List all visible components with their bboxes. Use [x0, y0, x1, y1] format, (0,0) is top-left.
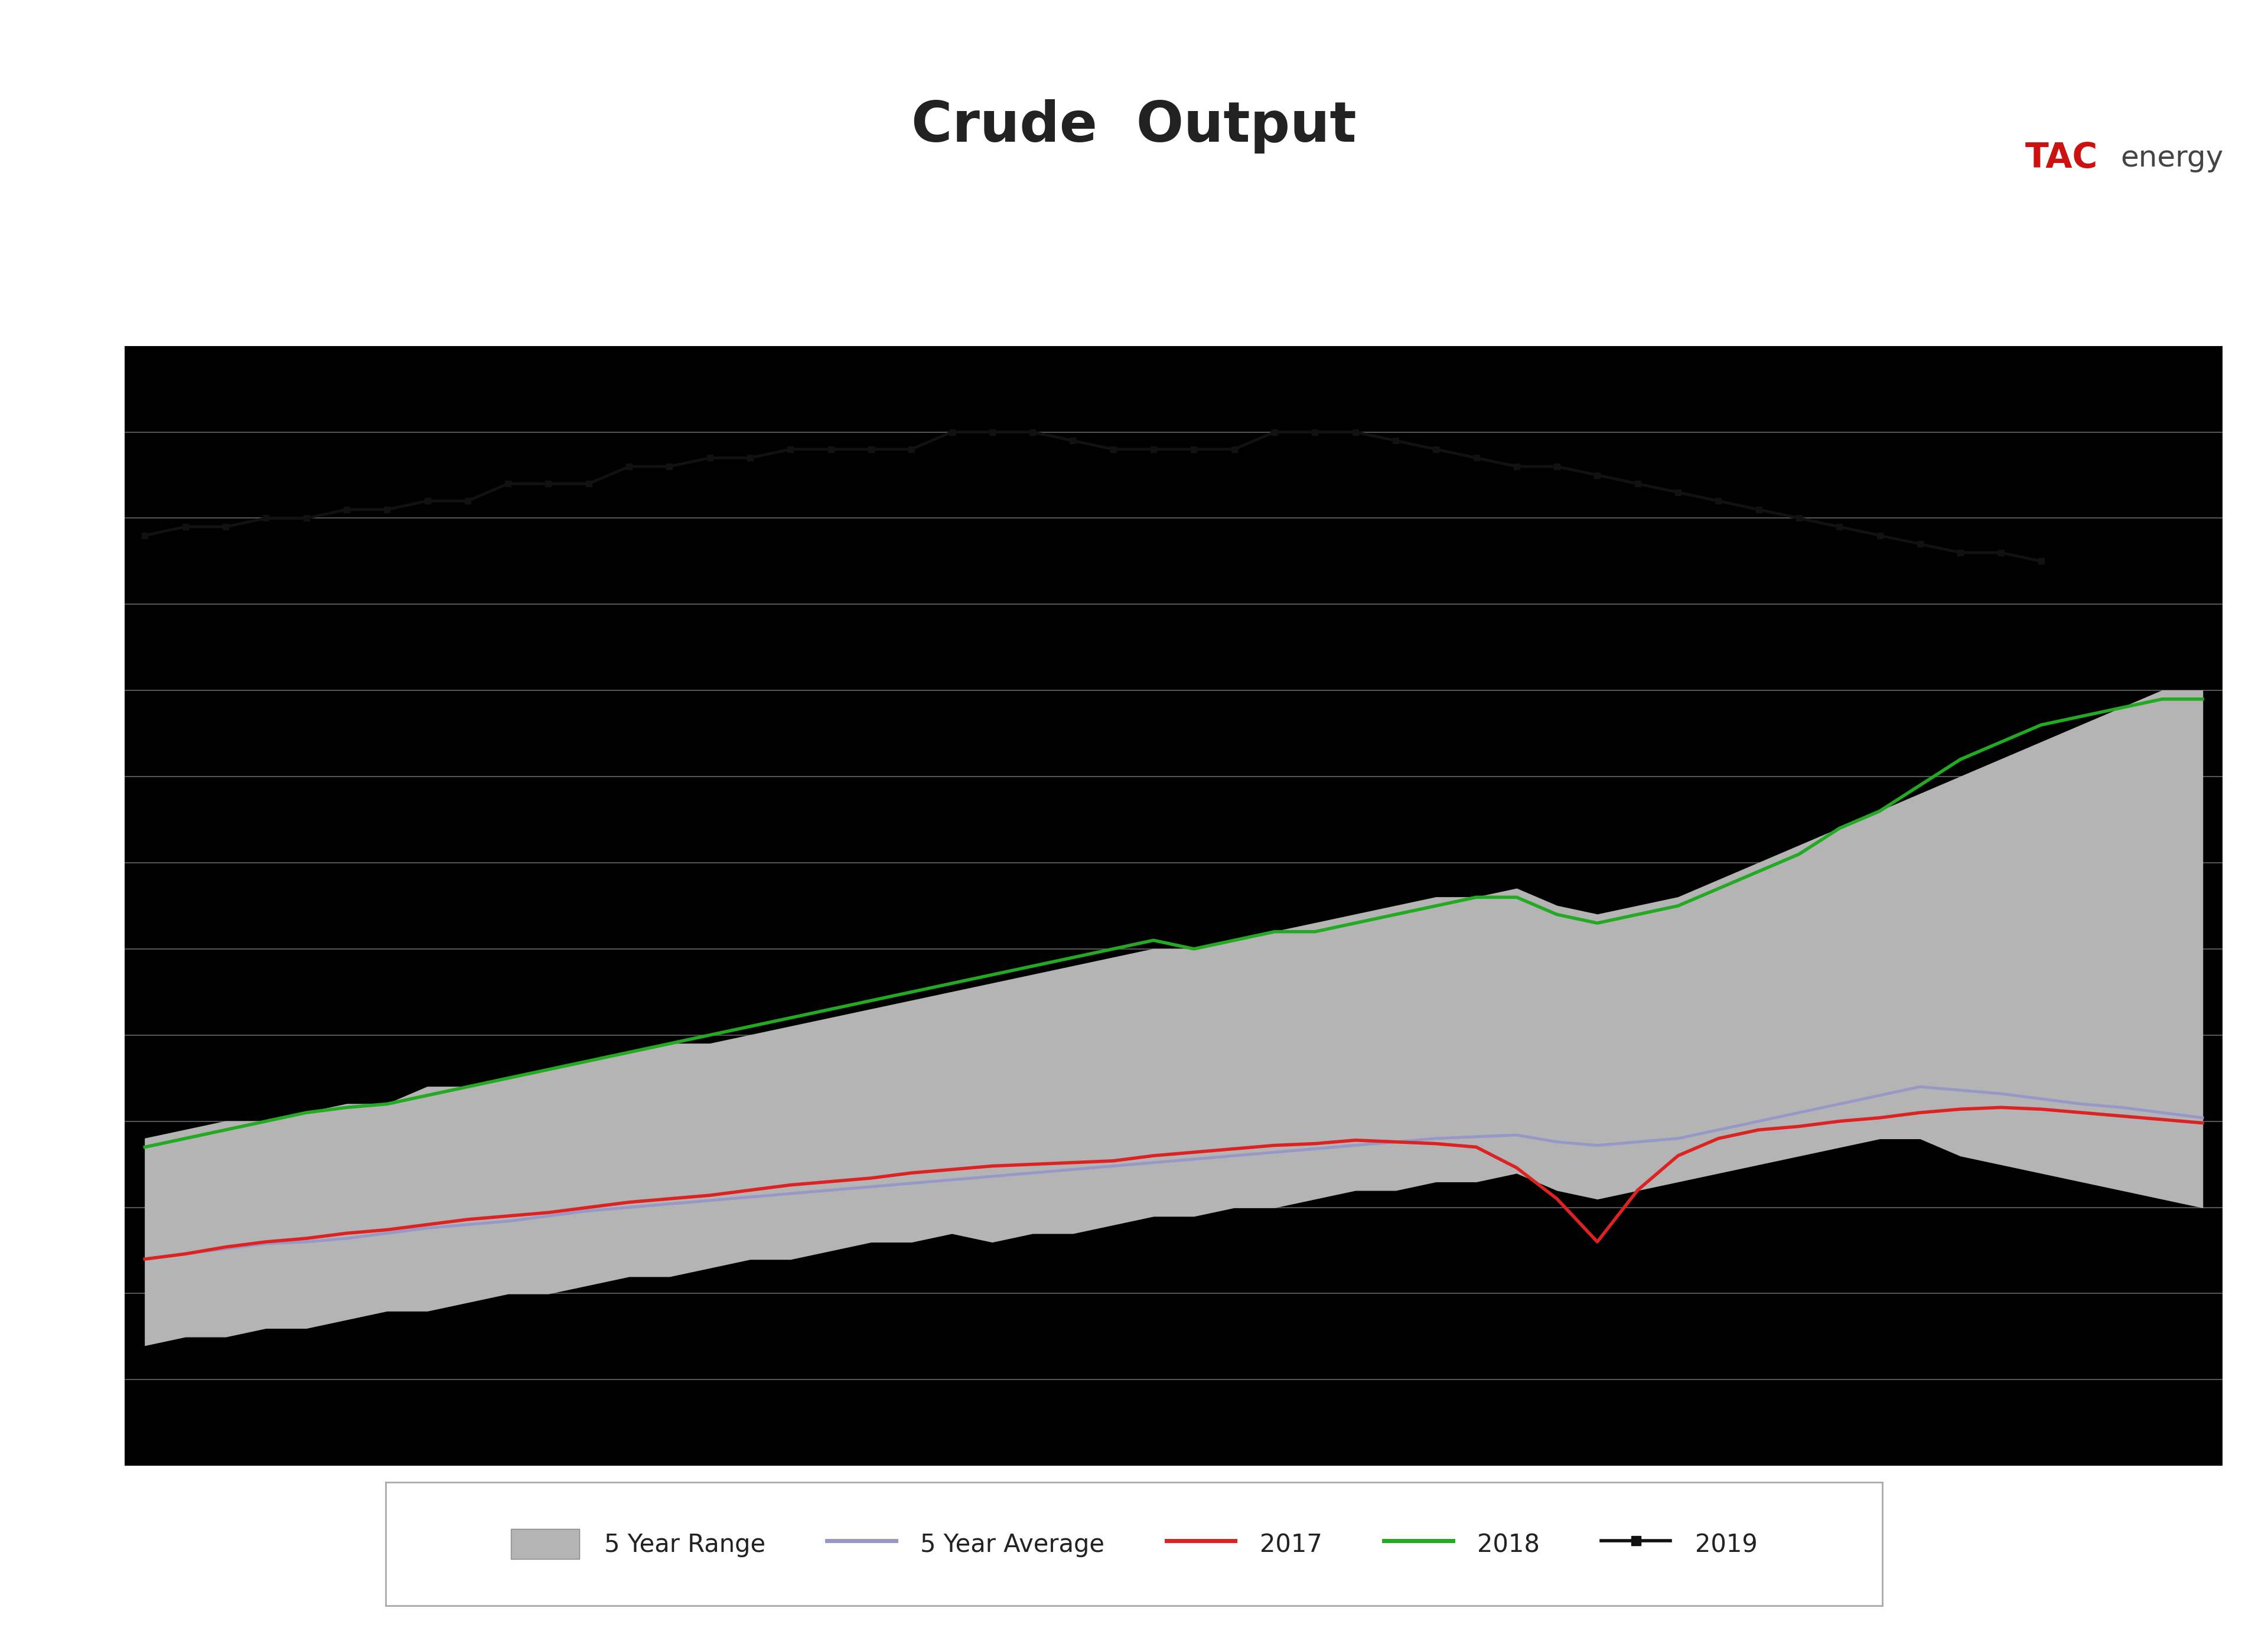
Text: energy: energy: [2121, 143, 2223, 173]
Text: TAC: TAC: [2025, 142, 2098, 175]
Legend: 5 Year Range, 5 Year Average, 2017, 2018, 2019: 5 Year Range, 5 Year Average, 2017, 2018…: [501, 1519, 1767, 1570]
Text: Crude  Output: Crude Output: [912, 99, 1356, 153]
